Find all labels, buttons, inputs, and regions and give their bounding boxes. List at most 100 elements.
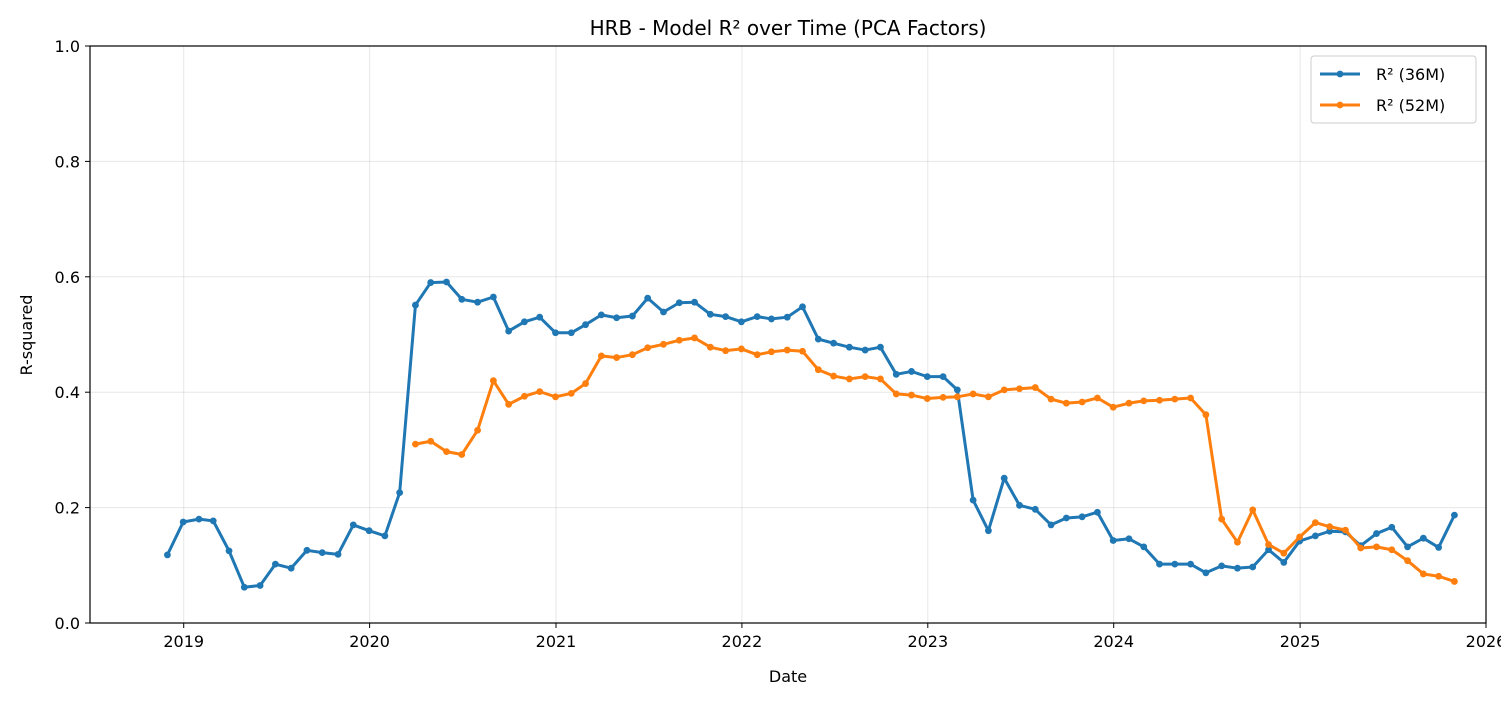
data-point xyxy=(1218,562,1226,570)
data-point xyxy=(923,395,931,402)
data-point xyxy=(1202,411,1210,419)
x-tick-label: 2019 xyxy=(163,632,204,651)
data-point xyxy=(1373,530,1380,537)
data-point xyxy=(1265,546,1272,554)
data-point xyxy=(1016,501,1023,509)
data-point xyxy=(830,339,837,347)
data-point xyxy=(521,392,528,400)
data-point xyxy=(412,440,419,448)
data-point xyxy=(1280,549,1288,557)
data-point xyxy=(225,547,233,555)
data-point xyxy=(1171,395,1179,403)
data-point xyxy=(318,549,326,557)
data-point xyxy=(1249,563,1257,571)
data-point xyxy=(489,293,497,301)
data-point xyxy=(1171,560,1179,568)
data-point xyxy=(396,489,404,496)
data-point xyxy=(1404,557,1411,565)
y-tick-label: 0.0 xyxy=(55,614,80,633)
data-point xyxy=(458,451,466,458)
data-point xyxy=(1388,546,1396,554)
data-point xyxy=(939,393,947,401)
data-point xyxy=(799,303,806,311)
plot-frame xyxy=(89,45,1487,624)
data-point xyxy=(1078,398,1086,406)
data-point xyxy=(644,344,652,352)
data-point xyxy=(691,334,698,342)
data-point xyxy=(412,301,419,309)
data-point xyxy=(536,388,544,396)
data-point xyxy=(1125,535,1133,543)
data-point xyxy=(799,347,806,355)
data-point xyxy=(753,313,761,321)
data-point xyxy=(582,321,589,329)
x-tick-label: 2023 xyxy=(907,632,948,651)
data-point xyxy=(783,313,791,321)
data-point xyxy=(552,393,559,401)
data-point xyxy=(443,448,450,456)
data-point xyxy=(1187,394,1194,402)
data-point xyxy=(597,352,605,360)
legend-swatch-marker xyxy=(1336,101,1344,109)
chart-title: HRB - Model R² over Time (PCA Factors) xyxy=(590,16,987,40)
data-point xyxy=(443,278,450,286)
data-point xyxy=(985,527,992,535)
data-point xyxy=(1140,543,1148,551)
legend-label: R² (36M) xyxy=(1376,65,1445,84)
data-point xyxy=(877,375,884,383)
data-point xyxy=(1156,560,1163,568)
x-tick-label: 2022 xyxy=(722,632,763,651)
y-tick-label: 0.8 xyxy=(55,152,80,171)
data-point xyxy=(613,354,621,361)
data-point xyxy=(458,295,466,303)
data-point xyxy=(1094,508,1101,516)
data-point xyxy=(1140,397,1148,405)
data-point xyxy=(597,311,605,319)
data-point xyxy=(1451,578,1458,585)
data-point xyxy=(953,393,961,401)
data-point xyxy=(1265,541,1272,548)
data-point xyxy=(209,517,217,525)
data-point xyxy=(1016,385,1023,393)
data-point xyxy=(675,336,683,344)
x-tick-label: 2025 xyxy=(1280,632,1321,651)
data-point xyxy=(567,389,575,397)
data-point xyxy=(722,313,730,321)
data-point xyxy=(1047,395,1055,403)
data-point xyxy=(1156,396,1163,404)
data-point xyxy=(474,298,481,306)
data-point xyxy=(1326,523,1334,531)
data-point xyxy=(706,343,714,351)
data-point xyxy=(1373,543,1380,551)
data-point xyxy=(505,400,513,408)
y-axis: 0.0 0.2 0.4 0.6 0.8 1.0 xyxy=(55,37,90,633)
data-point xyxy=(768,315,775,323)
data-point xyxy=(1094,394,1101,402)
data-point xyxy=(1187,560,1194,568)
data-point xyxy=(334,550,342,558)
data-point xyxy=(1311,519,1319,526)
data-point xyxy=(536,313,544,321)
data-point xyxy=(1031,505,1039,513)
data-point xyxy=(1000,474,1008,482)
data-point xyxy=(629,312,636,320)
data-point xyxy=(691,298,698,306)
x-axis: 2019 2020 2021 2022 2023 2024 2025 2026 xyxy=(163,623,1501,651)
legend-label: R² (52M) xyxy=(1376,96,1445,115)
y-axis-label: R-squared xyxy=(17,295,36,376)
data-point xyxy=(349,521,357,529)
data-point xyxy=(256,582,264,589)
data-point xyxy=(287,564,295,572)
data-point xyxy=(1311,532,1319,540)
data-point xyxy=(1109,537,1117,544)
data-point xyxy=(722,347,730,355)
x-tick-label: 2024 xyxy=(1093,632,1134,651)
data-point xyxy=(489,377,497,385)
data-point xyxy=(164,551,171,559)
series-2 xyxy=(412,334,1458,585)
data-point xyxy=(1047,521,1055,529)
data-point xyxy=(845,375,853,383)
data-point xyxy=(768,348,775,356)
data-point xyxy=(1202,569,1210,577)
y-tick-label: 1.0 xyxy=(55,37,80,56)
